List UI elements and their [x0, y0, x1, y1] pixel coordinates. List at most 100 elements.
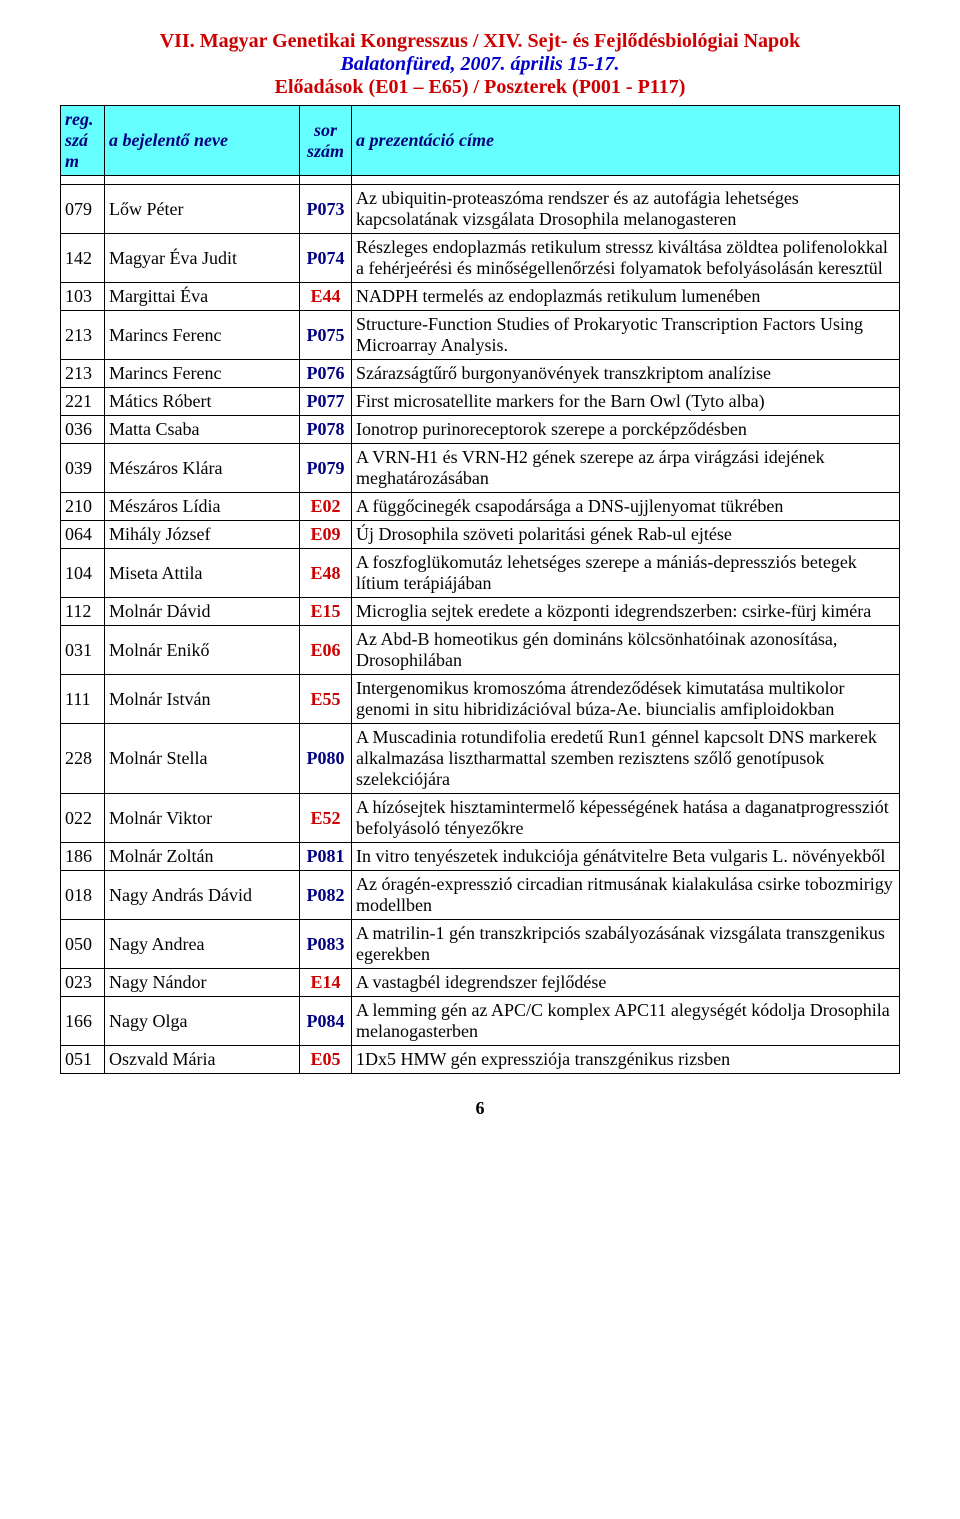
cell-title: A vastagbél idegrendszer fejlődése	[352, 969, 900, 997]
cell-sor: P079	[300, 444, 352, 493]
cell-reg: 221	[61, 388, 105, 416]
cell-title: 1Dx5 HMW gén expressziója transzgénikus …	[352, 1046, 900, 1074]
table-row: 051Oszvald MáriaE051Dx5 HMW gén expressz…	[61, 1046, 900, 1074]
table-row: 213Marincs FerencP076Szárazságtűrő burgo…	[61, 360, 900, 388]
cell-sor: P073	[300, 185, 352, 234]
cell-title: NADPH termelés az endoplazmás retikulum …	[352, 283, 900, 311]
cell-title: Szárazságtűrő burgonyanövények transzkri…	[352, 360, 900, 388]
cell-reg: 166	[61, 997, 105, 1046]
title-section: Előadások (E01 – E65) / Poszterek (P001 …	[60, 76, 900, 99]
cell-sor: P081	[300, 843, 352, 871]
cell-sor: E06	[300, 626, 352, 675]
col-header-title: a prezentáció címe	[352, 106, 900, 176]
cell-title: A VRN-H1 és VRN-H2 gének szerepe az árpa…	[352, 444, 900, 493]
cell-title: A matrilin-1 gén transzkripciós szabályo…	[352, 920, 900, 969]
cell-sor: P082	[300, 871, 352, 920]
cell-title: In vitro tenyészetek indukciója génátvit…	[352, 843, 900, 871]
cell-reg: 050	[61, 920, 105, 969]
cell-title: A függőcinegék csapodársága a DNS-ujjlen…	[352, 493, 900, 521]
table-row: 039Mészáros KláraP079A VRN-H1 és VRN-H2 …	[61, 444, 900, 493]
cell-title: Microglia sejtek eredete a központi ideg…	[352, 598, 900, 626]
table-row: 213Marincs FerencP075Structure-Function …	[61, 311, 900, 360]
cell-title: Részleges endoplazmás retikulum stressz …	[352, 234, 900, 283]
presentations-table: reg. szám a bejelentő neve sor szám a pr…	[60, 105, 900, 1074]
cell-name: Magyar Éva Judit	[105, 234, 300, 283]
col-header-sor: sor szám	[300, 106, 352, 176]
cell-reg: 104	[61, 549, 105, 598]
cell-sor: E52	[300, 794, 352, 843]
title-main: VII. Magyar Genetikai Kongresszus / XIV.…	[60, 30, 900, 53]
cell-name: Nagy Olga	[105, 997, 300, 1046]
table-row: 050Nagy AndreaP083A matrilin-1 gén trans…	[61, 920, 900, 969]
title-location-date: Balatonfüred, 2007. április 15-17.	[60, 53, 900, 76]
table-row: 064Mihály JózsefE09Új Drosophila szöveti…	[61, 521, 900, 549]
cell-sor: E48	[300, 549, 352, 598]
cell-name: Mihály József	[105, 521, 300, 549]
cell-reg: 018	[61, 871, 105, 920]
cell-title: A foszfoglükomutáz lehetséges szerepe a …	[352, 549, 900, 598]
cell-name: Molnár Dávid	[105, 598, 300, 626]
table-row: 018Nagy András DávidP082Az óragén-expres…	[61, 871, 900, 920]
cell-title: Az Abd-B homeotikus gén domináns kölcsön…	[352, 626, 900, 675]
cell-sor: E05	[300, 1046, 352, 1074]
cell-name: Lőw Péter	[105, 185, 300, 234]
cell-sor: P075	[300, 311, 352, 360]
table-row: 111Molnár IstvánE55Intergenomikus kromos…	[61, 675, 900, 724]
cell-reg: 186	[61, 843, 105, 871]
cell-reg: 064	[61, 521, 105, 549]
cell-name: Molnár István	[105, 675, 300, 724]
cell-title: A Muscadinia rotundifolia eredetű Run1 g…	[352, 724, 900, 794]
cell-reg: 142	[61, 234, 105, 283]
table-row: 036Matta CsabaP078Ionotrop purinorecepto…	[61, 416, 900, 444]
cell-sor: P074	[300, 234, 352, 283]
cell-reg: 031	[61, 626, 105, 675]
cell-title: Intergenomikus kromoszóma átrendeződések…	[352, 675, 900, 724]
cell-reg: 051	[61, 1046, 105, 1074]
spacer-row	[61, 176, 900, 185]
cell-name: Mátics Róbert	[105, 388, 300, 416]
table-header-row: reg. szám a bejelentő neve sor szám a pr…	[61, 106, 900, 176]
cell-reg: 079	[61, 185, 105, 234]
cell-sor: P078	[300, 416, 352, 444]
table-row: 103Margittai ÉvaE44NADPH termelés az end…	[61, 283, 900, 311]
cell-name: Molnár Enikő	[105, 626, 300, 675]
cell-sor: P077	[300, 388, 352, 416]
cell-name: Marincs Ferenc	[105, 311, 300, 360]
cell-sor: E02	[300, 493, 352, 521]
table-row: 142Magyar Éva JuditP074Részleges endopla…	[61, 234, 900, 283]
cell-name: Mészáros Lídia	[105, 493, 300, 521]
cell-title: Structure-Function Studies of Prokaryoti…	[352, 311, 900, 360]
cell-sor: P080	[300, 724, 352, 794]
cell-reg: 039	[61, 444, 105, 493]
cell-sor: P084	[300, 997, 352, 1046]
table-row: 079Lőw PéterP073Az ubiquitin-proteaszóma…	[61, 185, 900, 234]
table-row: 023Nagy NándorE14A vastagbél idegrendsze…	[61, 969, 900, 997]
cell-title: Új Drosophila szöveti polaritási gének R…	[352, 521, 900, 549]
cell-sor: E09	[300, 521, 352, 549]
cell-reg: 111	[61, 675, 105, 724]
cell-sor: E14	[300, 969, 352, 997]
cell-reg: 112	[61, 598, 105, 626]
col-header-reg: reg. szám	[61, 106, 105, 176]
cell-name: Molnár Viktor	[105, 794, 300, 843]
cell-name: Marincs Ferenc	[105, 360, 300, 388]
cell-reg: 213	[61, 360, 105, 388]
page-number: 6	[60, 1098, 900, 1119]
cell-title: First microsatellite markers for the Bar…	[352, 388, 900, 416]
document-header: VII. Magyar Genetikai Kongresszus / XIV.…	[60, 30, 900, 99]
cell-title: A lemming gén az APC/C komplex APC11 ale…	[352, 997, 900, 1046]
cell-name: Matta Csaba	[105, 416, 300, 444]
cell-reg: 210	[61, 493, 105, 521]
cell-reg: 023	[61, 969, 105, 997]
cell-name: Margittai Éva	[105, 283, 300, 311]
cell-sor: E55	[300, 675, 352, 724]
cell-sor: E15	[300, 598, 352, 626]
cell-title: Az ubiquitin-proteaszóma rendszer és az …	[352, 185, 900, 234]
cell-sor: P076	[300, 360, 352, 388]
cell-name: Nagy Nándor	[105, 969, 300, 997]
table-row: 186Molnár ZoltánP081In vitro tenyészetek…	[61, 843, 900, 871]
table-row: 210Mészáros LídiaE02A függőcinegék csapo…	[61, 493, 900, 521]
cell-name: Molnár Zoltán	[105, 843, 300, 871]
cell-reg: 213	[61, 311, 105, 360]
table-row: 112Molnár DávidE15Microglia sejtek erede…	[61, 598, 900, 626]
